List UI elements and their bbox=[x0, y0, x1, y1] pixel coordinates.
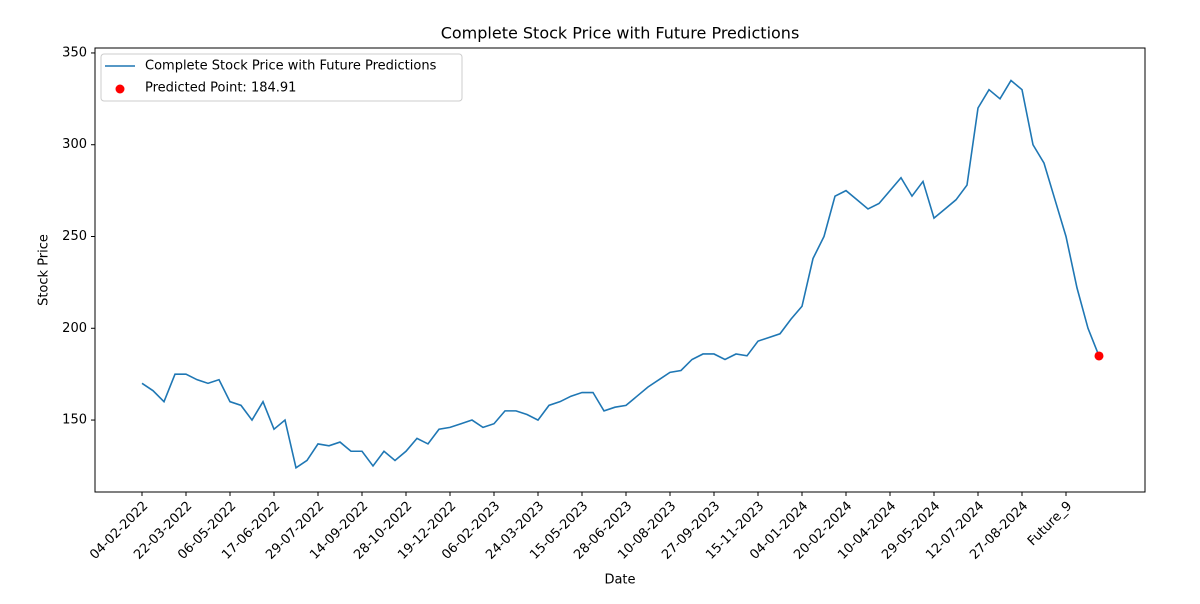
legend-label: Predicted Point: 184.91 bbox=[145, 81, 296, 96]
y-tick-label: 350 bbox=[62, 45, 87, 60]
legend-box bbox=[100, 53, 463, 102]
legend-label: Complete Stock Price with Future Predict… bbox=[145, 59, 437, 74]
y-tick-label: 300 bbox=[62, 137, 87, 152]
predicted-point bbox=[1094, 351, 1104, 361]
price-line bbox=[141, 79, 1100, 470]
x-axis-label: Date bbox=[604, 573, 635, 588]
y-axis-label: Stock Price bbox=[37, 234, 52, 306]
y-tick-label: 200 bbox=[62, 321, 87, 336]
x-tick-label: Future_9 bbox=[1025, 499, 1075, 549]
legend-dot bbox=[115, 84, 125, 94]
y-tick-label: 150 bbox=[62, 413, 87, 428]
plot-frame bbox=[94, 47, 1146, 493]
y-tick-label: 250 bbox=[62, 229, 87, 244]
chart-title: Complete Stock Price with Future Predict… bbox=[441, 24, 800, 43]
